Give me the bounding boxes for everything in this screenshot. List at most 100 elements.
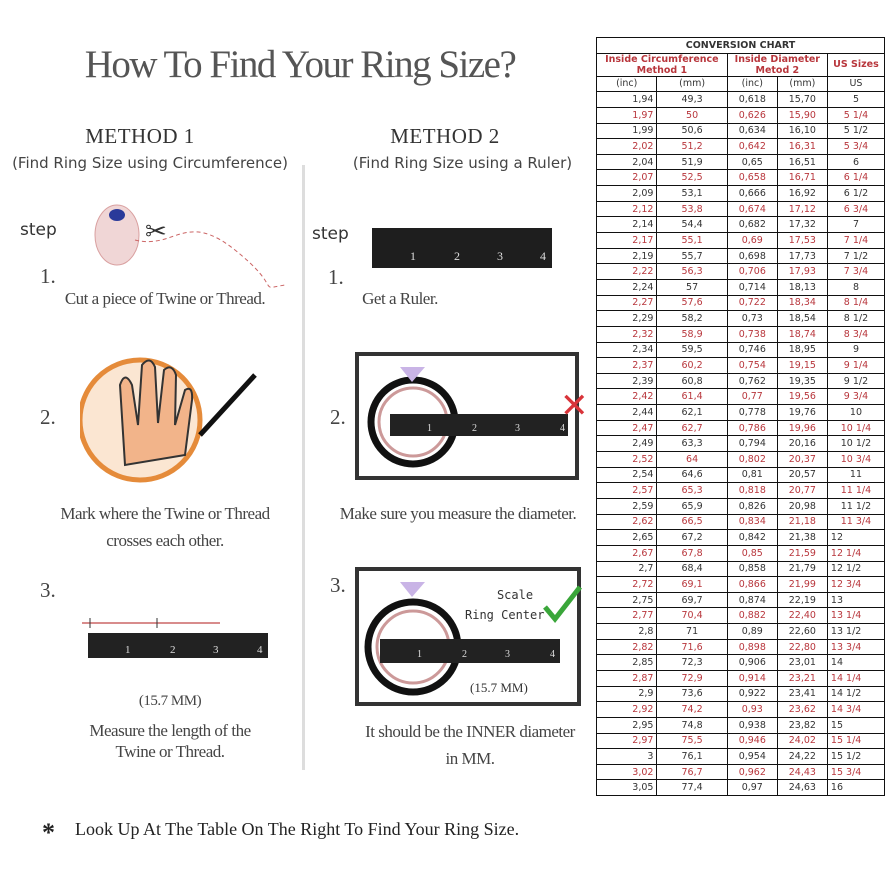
- table-cell: 12 3/4: [826, 576, 886, 593]
- ring-ruler-correct-icon: 1 2 3 4: [355, 567, 582, 706]
- step-number: 2.: [40, 405, 56, 429]
- table-row: 2,67 67,8 0,85 21,59 12 1/4: [595, 544, 886, 562]
- table-cell: 67,2: [656, 529, 728, 546]
- table-cell: 14 1/4: [826, 669, 886, 687]
- table-cell: 2,09: [595, 185, 658, 202]
- table-cell: 21,99: [776, 576, 828, 593]
- table-cell: 10 1/4: [826, 419, 886, 437]
- table-cell: 18,13: [776, 278, 828, 296]
- table-row: 2,32 58,9 0,738 18,74 8 3/4: [595, 325, 886, 343]
- table-cell: 8 1/4: [826, 294, 886, 312]
- table-cell: 2,62: [595, 513, 658, 531]
- table-row: 2,75 69,7 0,874 22,19 13: [595, 591, 886, 609]
- table-cell: 20,37: [776, 451, 828, 468]
- table-cell: 11 1/4: [826, 482, 886, 499]
- svg-text:2: 2: [462, 649, 467, 660]
- table-cell: 0,762: [726, 372, 778, 390]
- table-cell: 9 1/4: [826, 357, 886, 374]
- table-cell: 17,32: [776, 216, 828, 234]
- table-row: 2,62 66,5 0,834 21,18 11 3/4: [595, 513, 886, 531]
- table-row: 2,8 71 0,89 22,60 13 1/2: [595, 623, 886, 640]
- thread-on-ruler-icon: 1 2 3 4: [82, 618, 268, 658]
- table-row: 2,29 58,2 0,73 18,54 8 1/2: [595, 310, 886, 327]
- table-cell: 9: [826, 341, 886, 359]
- table-cell: 0,97: [726, 779, 778, 797]
- table-cell: 5 1/4: [826, 106, 886, 124]
- table-cell: 18,54: [776, 310, 828, 327]
- table-cell: 2,37: [595, 357, 658, 374]
- table-cell: 14: [826, 654, 886, 671]
- table-cell: 19,35: [776, 372, 828, 390]
- table-cell: 60,8: [656, 372, 728, 390]
- table-cell: 2,95: [595, 716, 658, 734]
- table-cell: 0,626: [726, 106, 778, 124]
- table-cell: 1,94: [595, 91, 658, 108]
- group-us-sizes: US Sizes: [826, 52, 886, 77]
- table-cell: 0,898: [726, 638, 778, 656]
- table-cell: 0,698: [726, 247, 778, 265]
- table-cell: 0,842: [726, 529, 778, 546]
- table-cell: 1,97: [595, 106, 658, 124]
- table-cell: 0,778: [726, 404, 778, 421]
- table-cell: 2,8: [595, 623, 658, 640]
- table-cell: 2,04: [595, 153, 658, 171]
- thread-spool-scissors-icon: ✂: [94, 204, 285, 288]
- step-number: 1.: [328, 265, 344, 289]
- table-cell: 0,81: [726, 466, 778, 484]
- svg-text:4: 4: [540, 249, 546, 263]
- divider: [302, 165, 305, 770]
- table-cell: 2,07: [595, 169, 658, 187]
- table-cell: 73,6: [656, 685, 728, 703]
- table-cell: 11: [826, 466, 886, 484]
- column-header: (mm): [656, 75, 728, 93]
- table-cell: 0,714: [726, 278, 778, 296]
- table-cell: 23,82: [776, 716, 828, 734]
- ruler-icon: 1 2 3 4: [372, 228, 552, 268]
- group-circumference: Inside Circumference Method 1: [596, 52, 728, 77]
- table-cell: 6 3/4: [826, 200, 886, 218]
- table-row: 2,22 56,3 0,706 17,93 7 3/4: [595, 263, 886, 280]
- table-cell: 49,3: [656, 91, 728, 108]
- table-cell: 0,906: [726, 654, 778, 671]
- measure-label: (15.7 MM): [138, 693, 202, 709]
- table-cell: 15 3/4: [826, 763, 886, 781]
- table-cell: 23,01: [776, 654, 828, 671]
- table-cell: 60,2: [656, 357, 728, 374]
- table-cell: 0,882: [726, 607, 778, 625]
- table-row: 2,34 59,5 0,746 18,95 9: [595, 341, 886, 359]
- table-cell: 24,43: [776, 763, 828, 781]
- table-cell: 22,40: [776, 607, 828, 625]
- method2-subtitle: (Find Ring Size using a Ruler): [352, 154, 573, 172]
- table-cell: 50,6: [656, 122, 728, 140]
- table-cell: 0,914: [726, 669, 778, 687]
- table-cell: 0,754: [726, 357, 778, 374]
- step-caption: in MM.: [445, 749, 495, 768]
- table-cell: 2,77: [595, 607, 658, 625]
- table-cell: 2,02: [595, 138, 658, 155]
- table-row: 2,97 75,5 0,946 24,02 15 1/4: [595, 732, 886, 750]
- table-cell: 0,682: [726, 216, 778, 234]
- table-cell: 19,56: [776, 388, 828, 406]
- method2-heading: METHOD 2: [390, 124, 500, 148]
- table-cell: 6 1/2: [826, 185, 886, 202]
- table-row: 2,47 62,7 0,786 19,96 10 1/4: [595, 419, 886, 437]
- table-cell: 24,22: [776, 748, 828, 765]
- table-cell: 21,18: [776, 513, 828, 531]
- table-cell: 65,3: [656, 482, 728, 499]
- ring-ruler-wrong-icon: 1 2 3 4 ✕: [355, 352, 589, 480]
- table-cell: 10 1/2: [826, 435, 886, 453]
- table-cell: 0,706: [726, 263, 778, 280]
- table-row: 2,27 57,6 0,722 18,34 8 1/4: [595, 294, 886, 312]
- svg-text:3: 3: [497, 249, 503, 263]
- table-cell: 13 1/4: [826, 607, 886, 625]
- table-cell: 23,41: [776, 685, 828, 703]
- table-row: 2,9 73,6 0,922 23,41 14 1/2: [595, 685, 886, 703]
- table-cell: 0,85: [726, 544, 778, 562]
- step-caption: Make sure you measure the diameter.: [339, 504, 577, 523]
- table-cell: 0,73: [726, 310, 778, 327]
- table-cell: 7 1/4: [826, 232, 886, 249]
- step-caption: Get a Ruler.: [362, 289, 438, 308]
- table-cell: 17,53: [776, 232, 828, 249]
- step-number: 3.: [330, 573, 346, 597]
- table-cell: 9 1/2: [826, 372, 886, 390]
